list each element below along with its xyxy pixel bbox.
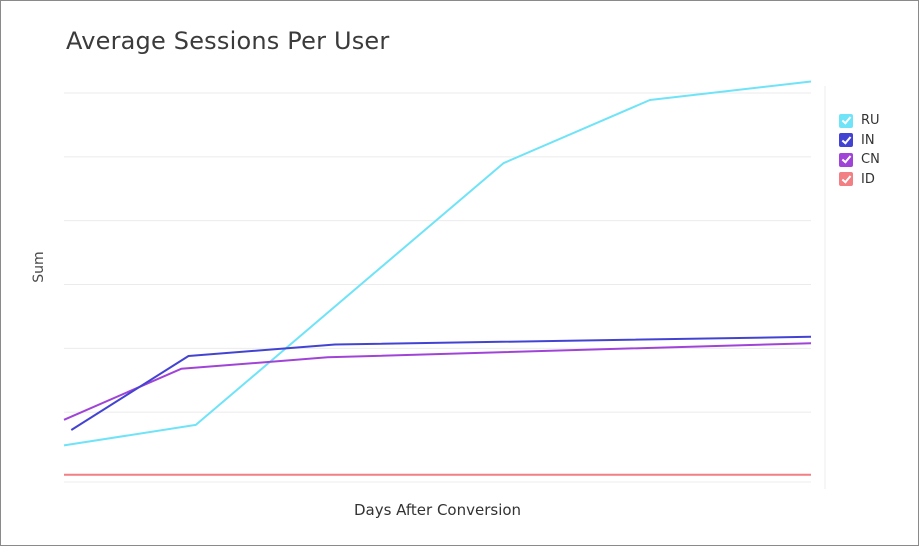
legend-label: RU xyxy=(861,113,880,129)
x-axis-label: Days After Conversion xyxy=(353,501,522,519)
chart-title: Average Sessions Per User xyxy=(66,27,390,55)
legend-item-id[interactable]: ID xyxy=(839,170,880,190)
legend: RU IN CN ID xyxy=(839,111,880,189)
legend-label: IN xyxy=(861,132,875,148)
series-line-in[interactable] xyxy=(70,335,812,431)
legend-item-in[interactable]: IN xyxy=(839,131,880,151)
legend-item-cn[interactable]: CN xyxy=(839,150,880,170)
gridlines xyxy=(64,92,811,413)
series-line-ru[interactable] xyxy=(63,80,812,447)
legend-label: CN xyxy=(861,152,880,168)
checkbox-icon[interactable] xyxy=(839,152,853,167)
checkbox-icon[interactable] xyxy=(839,172,853,187)
legend-item-ru[interactable]: RU xyxy=(839,111,880,131)
checkbox-icon[interactable] xyxy=(839,133,853,148)
checkbox-icon[interactable] xyxy=(839,113,853,128)
series-line-cn[interactable] xyxy=(63,342,812,421)
legend-label: ID xyxy=(861,171,875,187)
y-axis-label: Sum xyxy=(31,251,47,283)
series-lines xyxy=(63,80,812,476)
